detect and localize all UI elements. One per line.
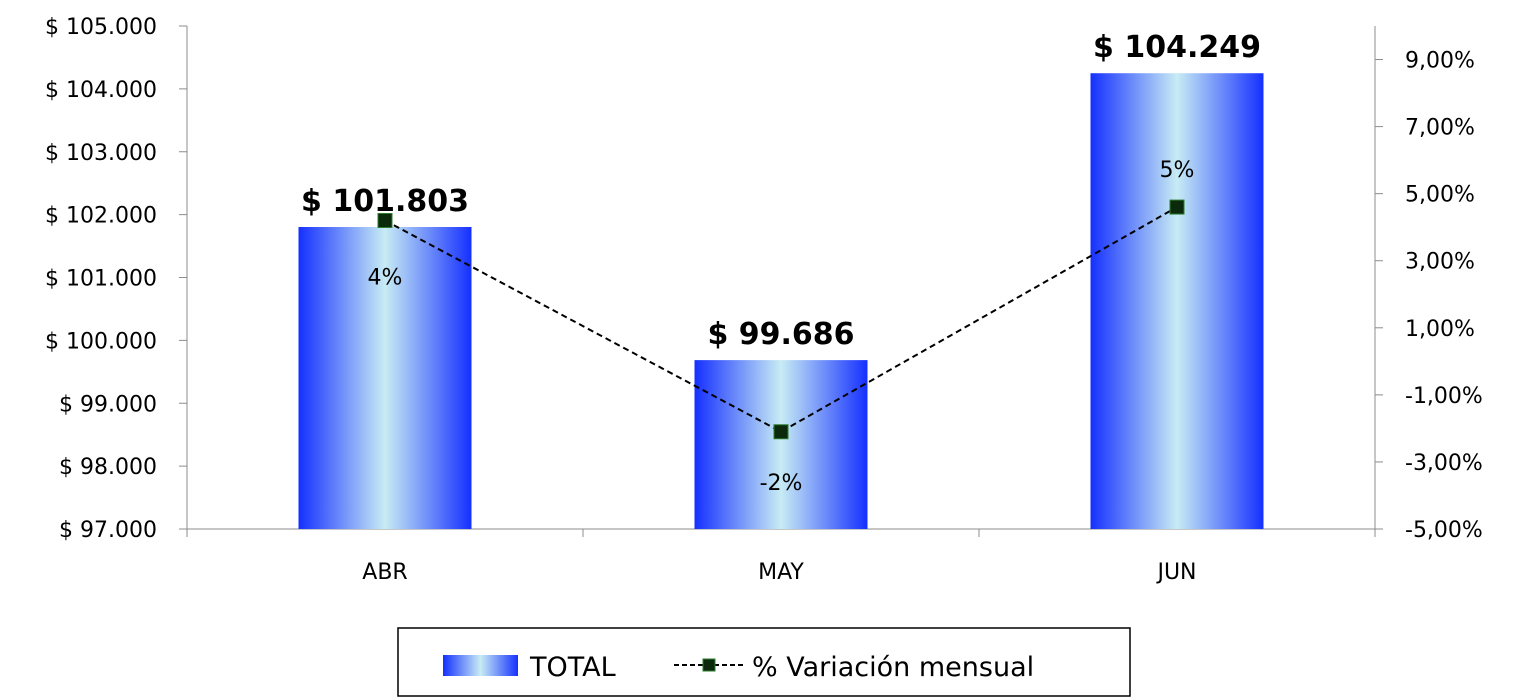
right-axis-tick-label: 5,00% <box>1405 183 1475 208</box>
right-axis-tick-label: -3,00% <box>1405 451 1483 476</box>
bar-value-label: $ 99.686 <box>707 317 854 352</box>
left-axis-tick-label: $ 105.000 <box>45 15 157 40</box>
variation-marker <box>377 212 393 228</box>
legend-label-variation: % Variación mensual <box>752 652 1034 683</box>
variation-marker <box>1169 199 1185 215</box>
left-axis-tick-label: $ 97.000 <box>59 518 157 543</box>
x-axis-tick-label: ABR <box>362 560 407 585</box>
legend-box <box>397 627 1131 697</box>
left-axis-tick-label: $ 102.000 <box>45 204 157 229</box>
left-axis-tick-label: $ 101.000 <box>45 267 157 292</box>
bar-series <box>298 73 1264 530</box>
bar-abr <box>298 227 472 530</box>
variation-label: -2% <box>760 471 803 496</box>
line-series <box>377 199 1185 440</box>
axes: $ 97.000 $ 98.000 $ 99.000 $ 100.000 $ 101.0… <box>45 15 1483 585</box>
left-axis-tick-label: $ 99.000 <box>59 392 157 417</box>
variation-line <box>384 206 1178 433</box>
right-axis-tick-label: -1,00% <box>1405 384 1483 409</box>
variation-marker <box>773 424 789 440</box>
left-axis-tick-label: $ 100.000 <box>45 329 157 354</box>
x-axis-tick-label: MAY <box>758 560 804 585</box>
right-axis-tick-label: 7,00% <box>1405 116 1475 141</box>
legend: TOTAL % Variación mensual <box>397 627 1131 697</box>
variation-label: 5% <box>1160 158 1195 183</box>
left-axis-tick-label: $ 103.000 <box>45 141 157 166</box>
legend-swatch-total <box>443 655 518 676</box>
bar-may <box>694 360 868 529</box>
legend-label-total: TOTAL <box>529 652 616 683</box>
right-axis-tick-label: -5,00% <box>1405 518 1483 543</box>
x-axis-tick-label: JUN <box>1155 560 1196 585</box>
variation-label: 4% <box>368 265 403 290</box>
bar-value-label: $ 104.249 <box>1093 30 1261 65</box>
bar-jun <box>1090 73 1264 530</box>
right-axis-tick-label: 1,00% <box>1405 317 1475 342</box>
right-axis-tick-label: 9,00% <box>1405 49 1475 74</box>
right-axis-tick-label: 3,00% <box>1405 250 1475 275</box>
bar-value-label: $ 101.803 <box>301 184 469 219</box>
data-labels: $ 101.803 $ 99.686 $ 104.249 4% -2% 5% <box>301 30 1261 496</box>
left-axis-tick-label: $ 98.000 <box>59 455 157 480</box>
legend-swatch-marker <box>702 658 716 672</box>
left-axis-tick-label: $ 104.000 <box>45 78 157 103</box>
